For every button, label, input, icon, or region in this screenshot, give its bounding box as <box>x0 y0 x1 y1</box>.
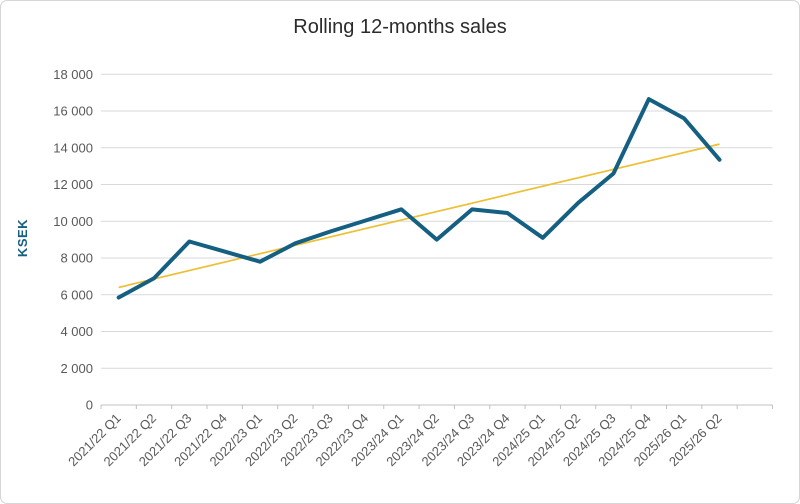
trendline <box>118 143 720 289</box>
y-axis-tick-label: 8 000 <box>60 251 93 266</box>
y-axis-tick-label: 12 000 <box>53 177 93 192</box>
y-axis-tick-label: 0 <box>86 398 93 413</box>
y-axis-tick-label: 10 000 <box>53 214 93 229</box>
y-axis-tick-label: 2 000 <box>60 361 93 376</box>
y-axis-tick-label: 4 000 <box>60 324 93 339</box>
y-axis-tick-label: 18 000 <box>53 67 93 82</box>
chart-title: Rolling 12-months sales <box>293 16 507 38</box>
y-axis-tick-label: 16 000 <box>53 104 93 119</box>
sales-line <box>116 97 722 300</box>
y-axis-tick-label: 14 000 <box>53 140 93 155</box>
y-axis-tick-label: 6 000 <box>60 287 93 302</box>
